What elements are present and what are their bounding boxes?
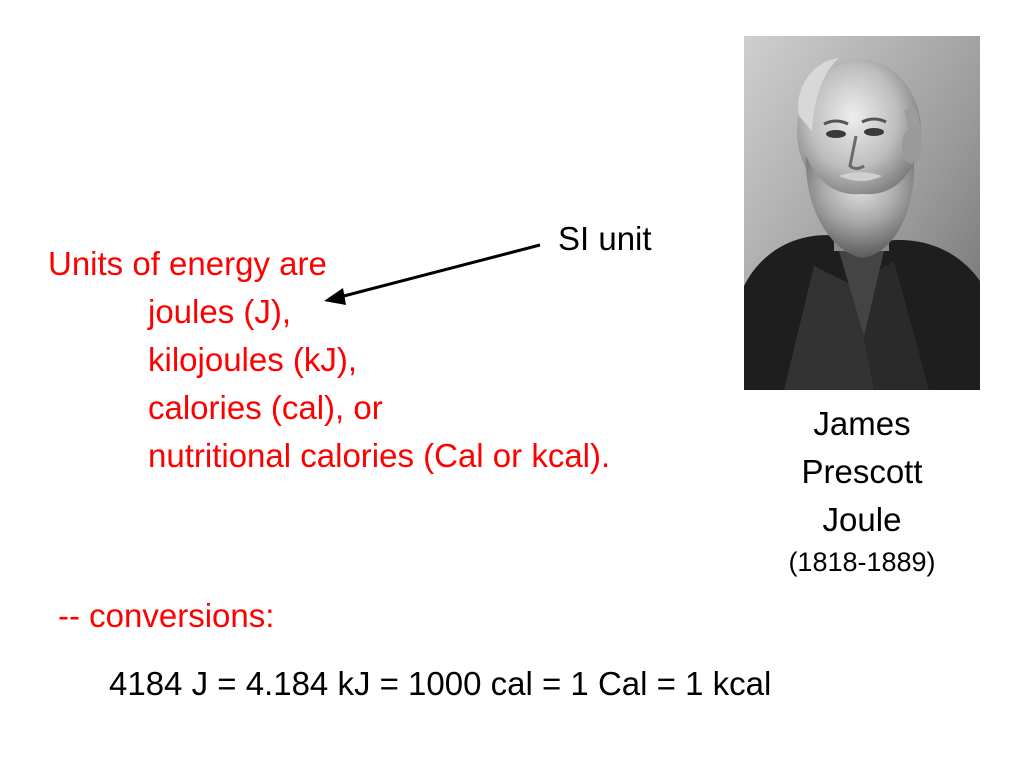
conversions-label: -- conversions: bbox=[58, 597, 275, 634]
conversion-equation: 4184 J = 4.184 kJ = 1000 cal = 1 Cal = 1… bbox=[109, 665, 772, 702]
si-unit-label: SI unit bbox=[558, 220, 652, 257]
units-of-energy-list: Units of energy are joules (J), kilojoul… bbox=[48, 240, 610, 480]
caption-dates: (1818-1889) bbox=[788, 547, 936, 577]
joule-portrait bbox=[744, 36, 980, 390]
units-nutritional-calories-line: nutritional calories (Cal or kcal). bbox=[148, 437, 611, 474]
units-kilojoules-line: kilojoules (kJ), bbox=[148, 341, 358, 378]
units-intro-line: Units of energy are bbox=[48, 245, 327, 282]
units-joules-line: joules (J), bbox=[148, 293, 292, 330]
caption-last-name: Joule bbox=[822, 501, 902, 538]
caption-middle-name: Prescott bbox=[801, 453, 923, 490]
portrait-caption: James Prescott Joule (1818-1889) bbox=[742, 400, 982, 580]
portrait-image bbox=[744, 36, 980, 390]
units-calories-line: calories (cal), or bbox=[148, 389, 383, 426]
caption-first-name: James bbox=[813, 405, 911, 442]
